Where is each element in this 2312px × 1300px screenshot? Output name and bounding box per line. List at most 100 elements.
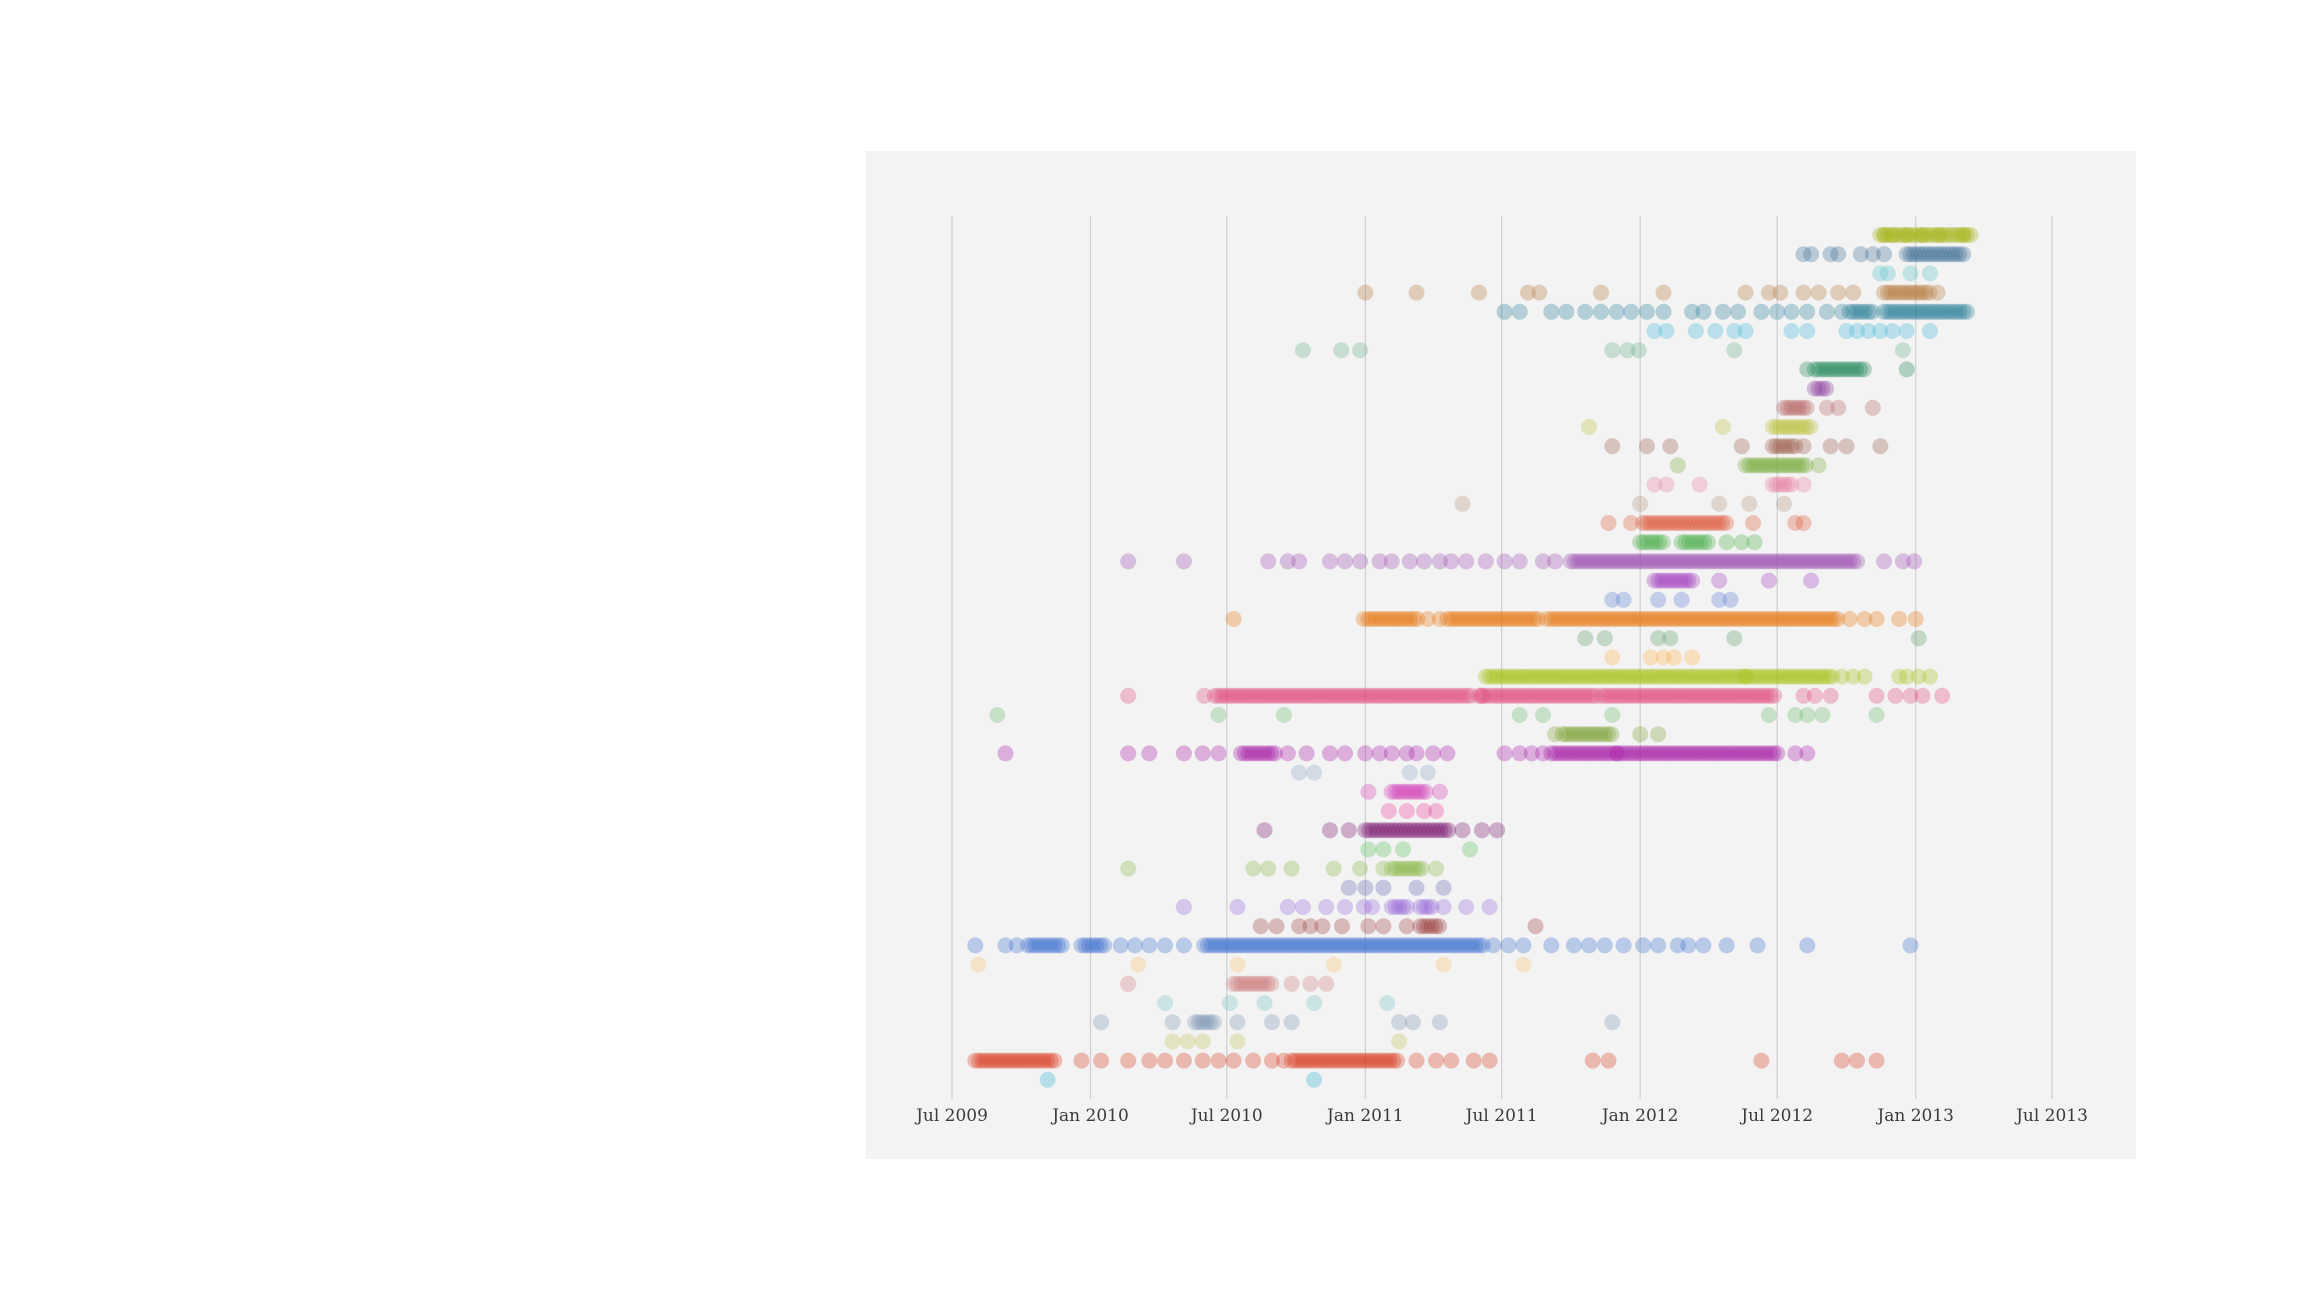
- data-point: [1922, 265, 1938, 282]
- data-point: [1645, 553, 1662, 570]
- data-point: [1690, 687, 1707, 704]
- data-point: [1436, 822, 1453, 839]
- data-point: [1730, 303, 1746, 320]
- data-point: [1398, 611, 1414, 627]
- data-point: [1626, 687, 1643, 704]
- data-point: [1619, 342, 1636, 359]
- data-point: [1672, 687, 1689, 704]
- data-point: [1511, 707, 1528, 723]
- data-point: [1340, 822, 1357, 839]
- data-point: [1868, 707, 1885, 723]
- data-point: [1698, 553, 1715, 570]
- data-point: [1705, 611, 1722, 627]
- data-point: [1050, 937, 1067, 954]
- data-point: [1718, 534, 1735, 551]
- data-point: [1884, 227, 1901, 243]
- data-point: [1902, 227, 1919, 243]
- data-point: [1622, 611, 1639, 627]
- data-point: [1664, 687, 1681, 704]
- data-point: [1361, 687, 1378, 704]
- data-point: [1339, 937, 1356, 954]
- data-point: [1821, 361, 1838, 378]
- data-point: [1550, 611, 1567, 627]
- data-point: [1830, 246, 1847, 263]
- data-point: [1355, 899, 1372, 915]
- data-point: [1721, 687, 1737, 704]
- data-point: [1637, 611, 1654, 627]
- data-point: [1921, 227, 1938, 243]
- data-point: [1398, 783, 1415, 800]
- data-point: [1825, 361, 1842, 378]
- data-point: [1940, 246, 1957, 263]
- data-point: [1383, 822, 1400, 839]
- data-point: [1844, 361, 1861, 378]
- data-point: [1645, 687, 1662, 704]
- data-point: [1561, 687, 1578, 704]
- data-point: [1419, 611, 1436, 627]
- data-point: [1814, 361, 1831, 378]
- data-point: [1515, 668, 1532, 685]
- data-point: [1572, 687, 1589, 704]
- data-point: [1354, 937, 1371, 954]
- data-point: [1474, 687, 1491, 704]
- data-point: [1410, 783, 1427, 800]
- data-point: [1390, 611, 1407, 627]
- data-point: [1623, 515, 1640, 531]
- data-point: [1530, 668, 1547, 685]
- data-point: [1845, 303, 1862, 320]
- data-point: [1496, 303, 1513, 320]
- data-point: [1446, 611, 1463, 627]
- data-point: [1812, 668, 1829, 685]
- data-point: [1902, 265, 1919, 282]
- data-point: [1428, 803, 1445, 819]
- data-point: [1462, 841, 1478, 858]
- data-point: [1325, 860, 1342, 877]
- data-point: [1120, 860, 1137, 877]
- data-point: [1379, 822, 1396, 839]
- data-point: [1613, 668, 1630, 685]
- data-point: [1714, 515, 1731, 531]
- data-point: [1306, 764, 1323, 781]
- data-point: [1375, 879, 1392, 896]
- data-point: [1443, 553, 1460, 570]
- data-point: [1407, 937, 1423, 954]
- data-point: [1523, 687, 1540, 704]
- data-point: [1936, 303, 1953, 320]
- data-point: [1175, 1052, 1192, 1069]
- data-point: [1943, 246, 1960, 263]
- data-point: [1898, 361, 1915, 378]
- data-point: [1921, 246, 1938, 263]
- data-point: [1335, 937, 1352, 954]
- data-point: [1765, 745, 1782, 762]
- data-point: [1914, 687, 1931, 704]
- data-point: [1955, 227, 1972, 243]
- data-point: [1489, 668, 1506, 685]
- data-point: [1360, 918, 1377, 935]
- data-point: [1233, 975, 1250, 992]
- data-point: [1739, 553, 1756, 570]
- data-point: [1943, 227, 1960, 243]
- data-point: [1764, 438, 1781, 455]
- data-point: [1645, 611, 1661, 627]
- data-point: [1769, 745, 1786, 762]
- data-point: [1395, 841, 1411, 858]
- data-point: [1398, 918, 1415, 935]
- data-point: [1431, 553, 1448, 570]
- data-point: [1596, 687, 1613, 704]
- data-point: [1773, 611, 1789, 627]
- data-point: [1600, 553, 1617, 570]
- data-point: [1811, 553, 1828, 570]
- data-point: [1520, 687, 1536, 704]
- data-point: [1297, 687, 1314, 704]
- data-point: [1720, 611, 1737, 627]
- data-point: [1665, 515, 1682, 531]
- data-point: [1666, 668, 1682, 685]
- data-point: [1305, 937, 1322, 954]
- data-point: [1864, 246, 1881, 263]
- data-point: [1798, 419, 1815, 435]
- data-point: [1614, 611, 1631, 627]
- gridlines: [951, 216, 2053, 1099]
- data-point: [1391, 687, 1408, 704]
- data-point: [1313, 1052, 1330, 1069]
- data-point: [1829, 611, 1846, 627]
